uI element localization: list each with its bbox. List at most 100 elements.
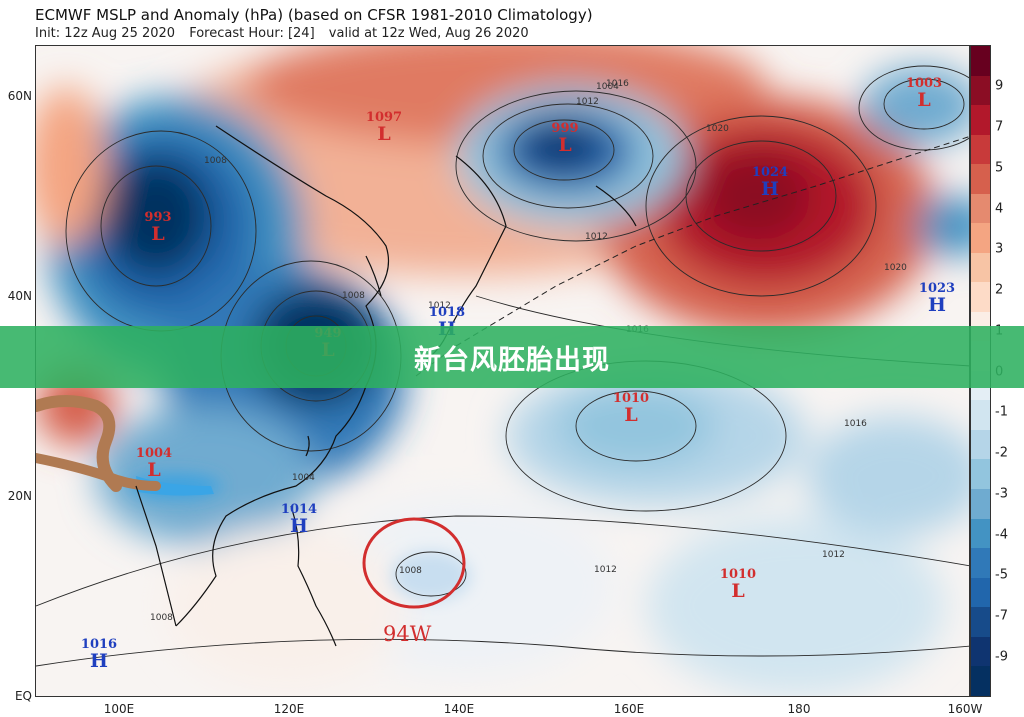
pressure-center: 1010 L (612, 391, 650, 426)
isobar-label: 1012 (594, 565, 617, 575)
init-time: Init: 12z Aug 25 2020 (35, 26, 176, 41)
isobar-label: 1012 (822, 550, 845, 560)
lon-label: 120E (273, 702, 305, 716)
colorbar-segment (971, 636, 990, 667)
pressure-letter: L (731, 580, 745, 602)
invest-94w-label: 94W (383, 622, 432, 646)
pressure-center: 1016 H (80, 637, 118, 672)
colorbar-tick: 9 (995, 78, 1004, 94)
pressure-value: 1097 (365, 110, 403, 125)
colorbar-tick: -5 (995, 567, 1008, 583)
colorbar-segment (971, 577, 990, 608)
pressure-value: 1010 (719, 567, 757, 582)
track-streak (36, 453, 161, 491)
invest-94w-circle (362, 517, 466, 609)
colorbar-segment (971, 282, 990, 312)
pressure-center: 993 L (144, 210, 172, 245)
lat-label: EQ (14, 689, 32, 703)
headline-banner: 新台风胚胎出现 (0, 326, 1024, 388)
colorbar-tick: 2 (995, 282, 1004, 298)
colorbar-tick: -4 (995, 527, 1008, 543)
isobar-labels: 1004 1008 1012 1016 1020 1008 1012 1012 … (150, 79, 907, 623)
coastlines (135, 125, 637, 647)
colorbar-segment (971, 488, 990, 519)
colorbar-segment (971, 429, 990, 460)
pressure-center: 1097 L (365, 110, 403, 145)
isobar-label: 1004 (292, 473, 315, 483)
colorbar-segment (971, 548, 990, 578)
isobar-label: 1016 (606, 79, 629, 89)
lon-label: 160E (613, 702, 645, 716)
pressure-letter: L (147, 459, 161, 481)
pressure-value: 1003 (905, 76, 943, 91)
pressure-center: 1023 H (918, 281, 956, 316)
colorbar-segment (971, 252, 990, 283)
anomaly-colorbar (970, 45, 991, 697)
pressure-value: 1004 (135, 446, 173, 461)
colorbar-tick: -1 (995, 404, 1008, 420)
isobar-label: 1008 (150, 613, 173, 623)
pressure-center: 999 L (551, 121, 579, 155)
isobar-label: 1008 (342, 291, 365, 301)
isobar-label: 1004 (596, 82, 619, 92)
isobar-label: 1012 (576, 97, 599, 107)
colorbar-tick: -2 (995, 445, 1008, 461)
pressure-letter: H (90, 650, 108, 672)
isobar-label: 1012 (428, 301, 451, 311)
colorbar-segment (971, 193, 990, 224)
colorbar-segment (971, 223, 990, 253)
pressure-value: 1016 (80, 637, 118, 652)
isobar-label: 1008 (399, 566, 422, 576)
valid-time: valid at 12z Wed, Aug 26 2020 (328, 26, 529, 41)
colorbar-segment (971, 666, 990, 696)
forecast-hour: Forecast Hour: [24] (189, 26, 315, 41)
colorbar-segment (971, 607, 990, 637)
lat-label: 20N (7, 489, 32, 503)
pressure-center: 1014 H (281, 502, 317, 537)
map-canvas: 1004 1008 1012 1016 1020 1008 1012 1012 … (36, 46, 969, 696)
isobar-label: 1008 (204, 156, 227, 166)
pressure-value: 999 (551, 121, 579, 136)
colorbar-tick: -7 (995, 608, 1008, 624)
lon-label: 100E (103, 702, 135, 716)
weather-map: 1004 1008 1012 1016 1020 1008 1012 1012 … (35, 45, 970, 697)
lon-label: 160W (947, 702, 983, 716)
pressure-center: 1004 L (135, 446, 173, 481)
colorbar-segment (971, 46, 990, 76)
pressure-letter: L (917, 89, 931, 111)
lon-label: 140E (443, 702, 475, 716)
colorbar-tick: 7 (995, 119, 1004, 135)
pressure-letter: L (377, 123, 391, 145)
pressure-letter: H (928, 294, 946, 316)
track-streak (36, 395, 122, 492)
colorbar-segment (971, 400, 990, 430)
colorbar-tick: 3 (995, 241, 1004, 257)
pressure-value: 1010 (612, 391, 650, 406)
pressure-value: 1023 (918, 281, 956, 296)
isobar-label: 1020 (884, 263, 907, 273)
colorbar-segment (971, 518, 990, 549)
pressure-value: 1024 (751, 165, 789, 180)
pressure-letter: H (761, 178, 779, 200)
colorbar-tick: 4 (995, 201, 1004, 217)
pressure-letter: L (624, 404, 638, 426)
pressure-value: 993 (144, 210, 172, 225)
chart-title: ECMWF MSLP and Anomaly (hPa) (based on C… (35, 6, 593, 24)
colorbar-tick: -9 (995, 649, 1008, 665)
lat-label: 60N (7, 89, 32, 103)
colorbar-segment (971, 105, 990, 135)
colorbar-tick: 5 (995, 160, 1004, 176)
pressure-center: 1024 H (751, 165, 789, 200)
pressure-center: 1010 L (719, 567, 757, 602)
pressure-letter: L (151, 223, 165, 245)
isobar-label: 1020 (706, 124, 729, 134)
lat-label: 40N (7, 289, 32, 303)
boundary-line (415, 136, 969, 377)
pressure-value: 1018 (428, 305, 466, 320)
colorbar-segment (971, 164, 990, 194)
isobar-label: 1012 (585, 232, 608, 242)
colorbar-tick: -3 (995, 486, 1008, 502)
pressure-letter: H (290, 515, 308, 537)
colorbar-segment (971, 134, 990, 165)
isobar-label: 1016 (844, 419, 867, 429)
